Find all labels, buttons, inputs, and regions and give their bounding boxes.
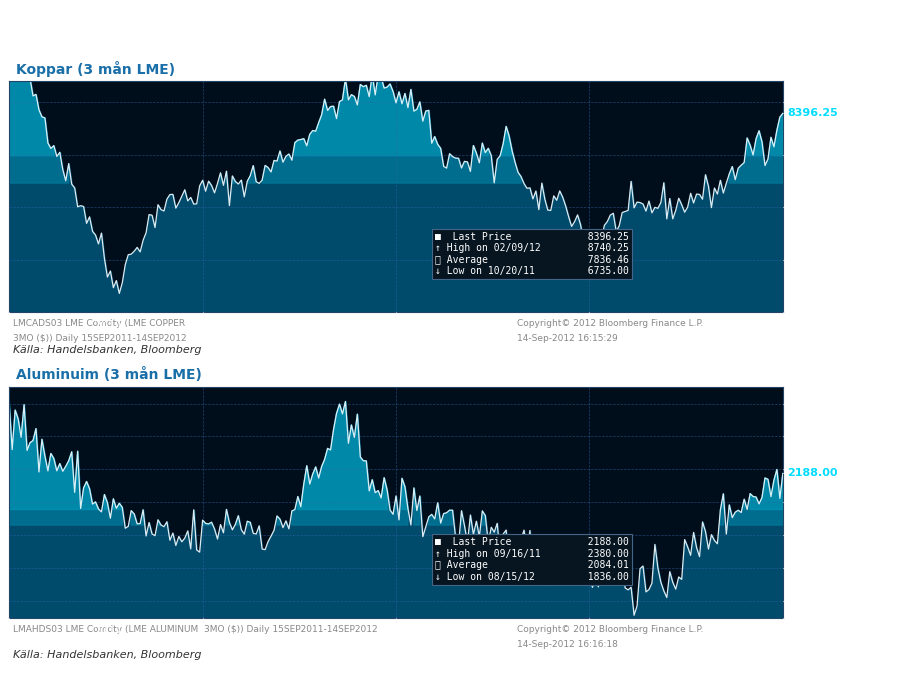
Text: 14-Sep-2012 16:16:18: 14-Sep-2012 16:16:18	[518, 640, 618, 648]
Text: 2200: 2200	[787, 464, 816, 475]
Text: 8500: 8500	[787, 98, 816, 107]
Text: 2000: 2000	[787, 530, 816, 540]
Text: Copyright© 2012 Bloomberg Finance L.P.: Copyright© 2012 Bloomberg Finance L.P.	[518, 625, 704, 634]
Text: LMAHDS03 LME Comdty (LME ALUMINUM  3MO ($)) Daily 15SEP2011-14SEP2012: LMAHDS03 LME Comdty (LME ALUMINUM 3MO ($…	[13, 625, 378, 634]
Text: 8000: 8000	[787, 150, 816, 160]
Text: 7000: 7000	[787, 255, 816, 265]
Text: Copyright© 2012 Bloomberg Finance L.P.: Copyright© 2012 Bloomberg Finance L.P.	[518, 319, 704, 328]
Text: 2011: 2011	[93, 625, 122, 638]
Text: 7500: 7500	[787, 202, 816, 213]
Text: LMCADS03 LME Comdty (LME COPPER: LMCADS03 LME Comdty (LME COPPER	[13, 319, 185, 328]
Text: Källa: Handelsbanken, Bloomberg: Källa: Handelsbanken, Bloomberg	[13, 650, 202, 660]
Text: 1800: 1800	[787, 596, 816, 606]
Text: 2400: 2400	[787, 399, 816, 409]
Text: 2012: 2012	[428, 625, 459, 638]
Text: ■  Last Price             8396.25
↑ High on 02/09/12        8740.25
⭧ Average   : ■ Last Price 8396.25 ↑ High on 02/09/12 …	[435, 232, 629, 276]
Text: Källa: Handelsbanken, Bloomberg: Källa: Handelsbanken, Bloomberg	[13, 345, 202, 354]
Text: 2300: 2300	[787, 431, 816, 441]
Text: Aluminuim (3 mån LME): Aluminuim (3 mån LME)	[16, 367, 202, 382]
Text: Koppar (3 mån LME): Koppar (3 mån LME)	[16, 60, 175, 77]
Text: 14-Sep-2012 16:15:29: 14-Sep-2012 16:15:29	[518, 334, 618, 343]
Text: 2188.00: 2188.00	[787, 469, 838, 479]
Text: 3MO ($)) Daily 15SEP2011-14SEP2012: 3MO ($)) Daily 15SEP2011-14SEP2012	[13, 334, 187, 343]
Text: ■  Last Price             2188.00
↑ High on 09/16/11        2380.00
⭧ Average   : ■ Last Price 2188.00 ↑ High on 09/16/11 …	[435, 537, 629, 582]
Text: 1900: 1900	[787, 564, 816, 574]
Text: 8396.25: 8396.25	[787, 109, 838, 118]
Text: 2011: 2011	[93, 319, 122, 333]
Text: 2100: 2100	[787, 498, 816, 507]
Text: 2012: 2012	[428, 319, 459, 333]
